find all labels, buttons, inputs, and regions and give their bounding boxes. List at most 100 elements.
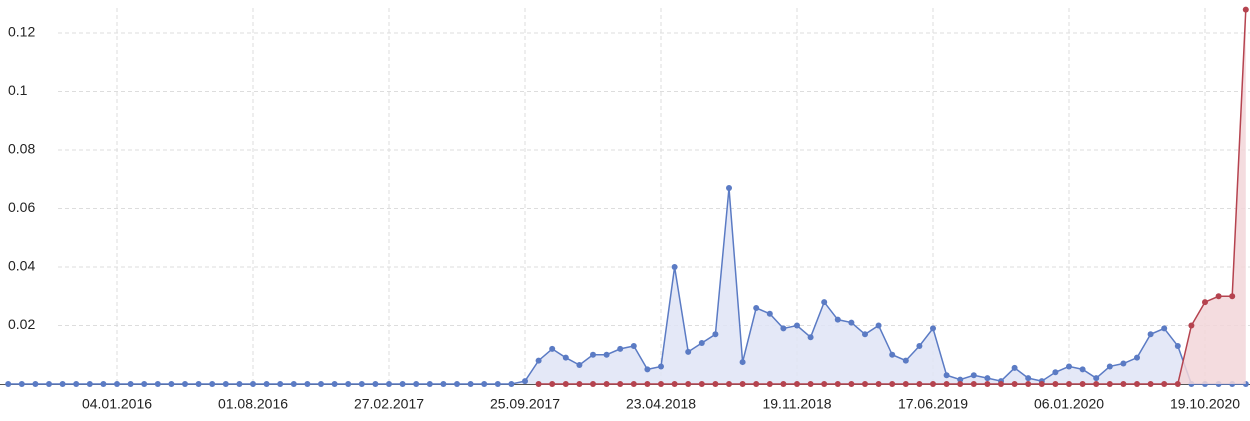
point [358,381,365,387]
point [494,381,501,387]
point [562,354,569,361]
point [780,381,787,387]
point [576,381,583,387]
y-tick-label: 0.1 [8,82,28,98]
point [1215,293,1222,300]
point [1011,364,1018,371]
point [32,381,39,387]
x-tick-label: 27.02.2017 [354,396,424,412]
point [168,381,175,387]
x-tick-label: 23.04.2018 [626,396,696,412]
point [617,345,624,352]
point [889,351,896,358]
point [522,378,528,385]
point [386,381,392,387]
point [46,381,52,387]
y-tick-label: 0.12 [8,24,35,40]
point [481,381,488,387]
point [114,381,120,387]
point [590,381,596,387]
point [1066,363,1072,370]
point [1161,325,1168,332]
point [331,381,338,387]
point [1052,381,1059,387]
x-tick-label: 04.01.2016 [82,396,152,412]
point [630,342,637,349]
point [590,351,596,358]
point [318,381,324,387]
point [182,381,188,387]
point [1174,342,1181,349]
point [875,322,882,329]
area [8,188,1246,384]
point [671,264,678,270]
point [154,381,161,387]
x-tick-label: 25.09.2017 [490,396,560,412]
point [1079,381,1086,387]
point [372,381,379,387]
point [712,331,719,338]
point [834,381,841,387]
point [957,376,964,383]
point [902,357,909,364]
point [671,381,678,387]
point [780,325,787,332]
point [930,381,936,387]
point [1134,354,1140,361]
point [1188,322,1195,329]
point [73,381,80,387]
point [1106,363,1113,370]
x-tick-label: 17.06.2019 [898,396,968,412]
point [712,381,719,387]
point [18,381,25,387]
point [1079,366,1086,373]
point [957,381,964,387]
point [195,381,202,387]
area [538,9,1246,384]
point [1174,381,1181,387]
point [930,325,936,332]
point [413,381,420,387]
point [100,381,107,387]
point [1025,375,1032,382]
point [726,185,732,192]
point [603,381,610,387]
point [549,345,556,352]
point [698,340,705,347]
point [562,381,569,387]
y-tick-label: 0.04 [8,258,35,274]
point [916,342,923,349]
point [984,381,991,387]
point [1147,331,1154,338]
point [1161,381,1168,387]
point [753,304,760,311]
point [277,381,284,387]
point [59,381,66,387]
point [998,381,1004,387]
point [685,348,692,355]
point [1011,381,1018,387]
point [1093,375,1100,382]
y-tick-label: 0.08 [8,141,35,157]
x-tick-label: 19.10.2020 [1170,396,1240,412]
x-tick-label: 01.08.2016 [218,396,288,412]
point [304,381,311,387]
point [726,381,732,387]
y-tick-label: 0.02 [8,316,35,332]
x-tick-label: 19.11.2018 [762,396,831,412]
point [834,316,841,323]
point [862,331,868,338]
point [766,310,773,317]
point [698,381,705,387]
point [426,381,433,387]
point [141,381,148,387]
point [970,372,977,379]
point [970,381,977,387]
point [807,381,814,387]
point [753,381,760,387]
point [739,359,746,366]
point [250,381,256,387]
point [821,299,828,306]
point [617,381,624,387]
point [1052,369,1059,376]
